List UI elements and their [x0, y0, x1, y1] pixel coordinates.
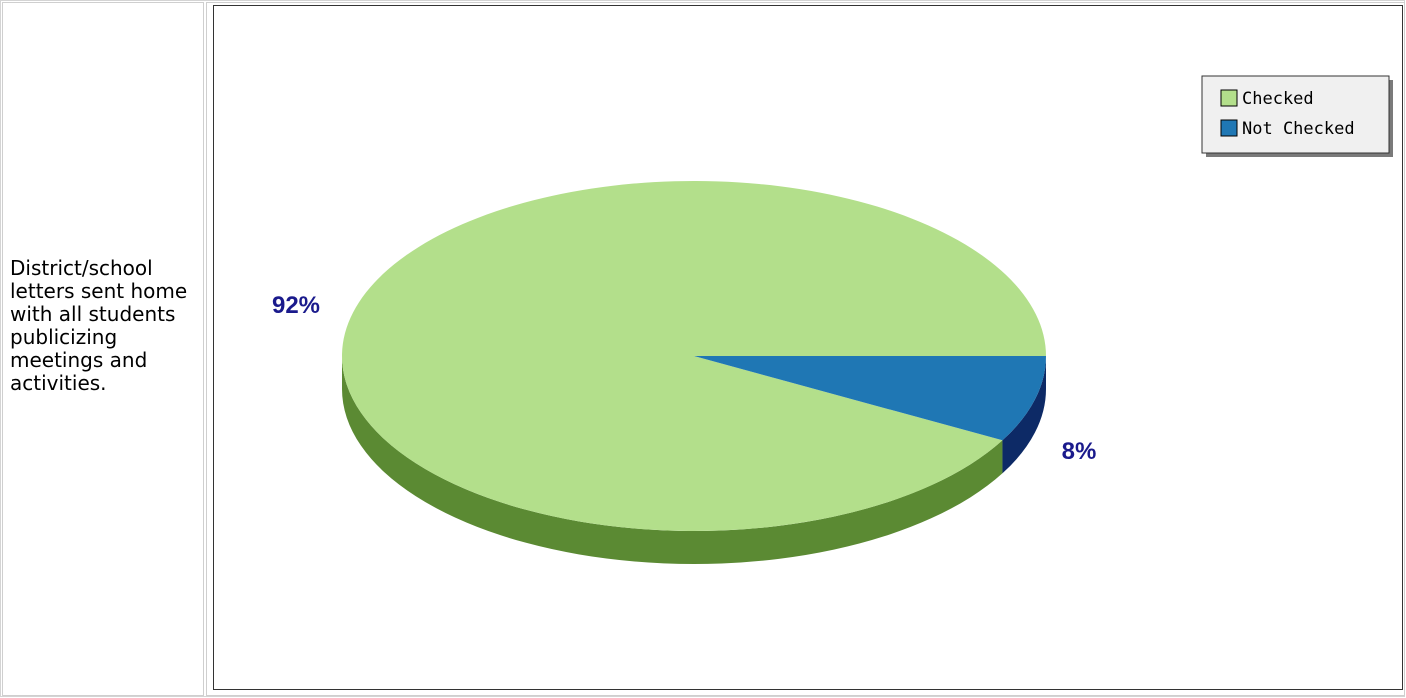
question-text: District/school letters sent home with a… [10, 256, 188, 395]
pie-label-0: 92% [272, 292, 320, 319]
pie-sides [342, 356, 1046, 564]
pie-labels: 92% 8% [272, 292, 1096, 465]
pie-side-1 [1002, 356, 1046, 474]
legend-box [1201, 75, 1390, 154]
legend-label-1: Not Checked [1242, 119, 1355, 139]
pie-tops [342, 181, 1047, 531]
chart-cell [206, 2, 1405, 696]
pie-label-1: 8% [1062, 438, 1097, 465]
pie-slice-1 [694, 356, 1046, 441]
legend: Checked Not Checked [1201, 75, 1393, 157]
legend-swatch-0 [1220, 89, 1238, 107]
question-cell: District/school letters sent home with a… [2, 2, 204, 696]
legend-swatch-1 [1220, 119, 1238, 137]
pie-side-0 [342, 356, 1003, 564]
legend-label-0: Checked [1242, 89, 1314, 109]
